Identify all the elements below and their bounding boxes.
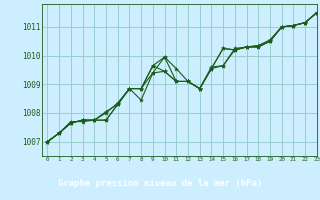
Text: Graphe pression niveau de la mer (hPa): Graphe pression niveau de la mer (hPa) <box>58 179 262 188</box>
